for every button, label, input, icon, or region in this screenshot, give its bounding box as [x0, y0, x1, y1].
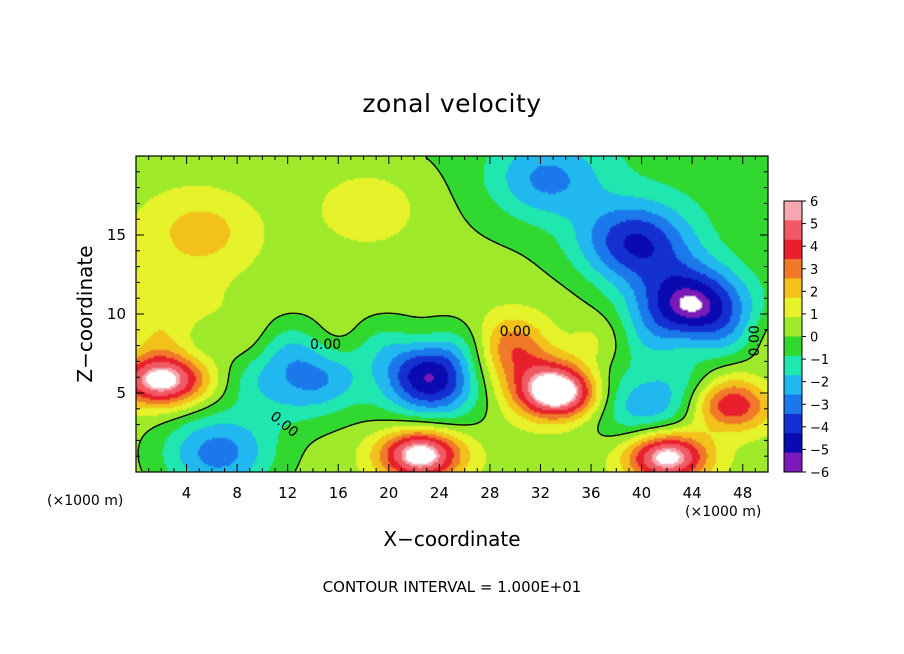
colorbar-swatch — [784, 336, 802, 357]
x-tick-label: 36 — [581, 484, 600, 502]
colorbar-label: 6 — [810, 195, 818, 210]
colorbar-swatch — [784, 259, 802, 279]
colorbar-label: −1 — [810, 353, 829, 368]
x-tick-label: 24 — [430, 484, 449, 502]
colorbar-label: −3 — [810, 398, 829, 413]
y-axis-ticks: 5 10 15 — [107, 171, 768, 457]
x-axis-title: X−coordinate — [383, 527, 520, 551]
colorbar-label: 0 — [810, 331, 818, 346]
z-unit-label: (×1000 m) — [47, 493, 123, 509]
x-tick-label: 40 — [632, 484, 651, 502]
x-tick-label: 20 — [379, 484, 398, 502]
x-tick-label: 48 — [733, 484, 752, 502]
colorbar-swatch — [784, 394, 802, 415]
x-tick-label: 8 — [232, 484, 242, 502]
y-tick-label: 10 — [107, 305, 126, 323]
colorbar-label: −6 — [810, 466, 829, 481]
y-tick-label: 15 — [107, 226, 126, 244]
x-tick-label: 28 — [480, 484, 499, 502]
colorbar-swatch — [784, 452, 802, 473]
colorbar-label: 4 — [810, 240, 818, 255]
x-unit-label: (×1000 m) — [685, 504, 761, 520]
colorbar-label: 5 — [810, 218, 818, 233]
x-axis-ticks: 4 8 12 16 20 24 28 32 36 40 44 48 — [148, 156, 756, 502]
colorbar-label: −5 — [810, 443, 829, 458]
plot-area: 0.000.000.000.00 4 8 12 16 20 24 28 32 36 40 44 48 … — [107, 155, 769, 502]
x-tick-label: 32 — [531, 484, 550, 502]
colorbar-swatch — [784, 413, 802, 434]
colorbar-swatch — [784, 239, 802, 260]
y-tick-label: 5 — [116, 384, 126, 402]
colorbar-label: 3 — [810, 263, 818, 278]
velocity-field — [136, 156, 768, 472]
colorbar-swatch — [784, 297, 802, 318]
x-tick-label: 16 — [329, 484, 348, 502]
chart-title: zonal velocity — [362, 89, 541, 118]
colorbar-swatch — [784, 278, 802, 299]
contour-interval-note: CONTOUR INTERVAL = 1.000E+01 — [323, 578, 582, 596]
colorbar: 6 5 4 3 2 1 0 −1 −2 −3 −4 −5 −6 — [783, 195, 829, 481]
contour-label: 0.00 — [310, 337, 341, 353]
colorbar-label: −2 — [810, 376, 829, 391]
colorbar-swatch — [784, 317, 802, 337]
colorbar-swatch — [784, 220, 802, 241]
x-tick-label: 12 — [278, 484, 297, 502]
colorbar-swatch — [784, 355, 802, 376]
colorbar-label: 2 — [810, 285, 818, 300]
colorbar-swatch — [784, 433, 802, 454]
contour-label: 0.00 — [747, 325, 763, 356]
y-axis-title: Z−coordinate — [73, 245, 97, 382]
colorbar-label: −4 — [810, 421, 829, 436]
colorbar-swatch — [784, 375, 802, 396]
x-tick-label: 44 — [683, 484, 702, 502]
colorbar-swatch — [784, 201, 802, 221]
x-tick-label: 4 — [182, 484, 192, 502]
contour-label: 0.00 — [500, 324, 531, 340]
colorbar-label: 1 — [810, 308, 818, 323]
